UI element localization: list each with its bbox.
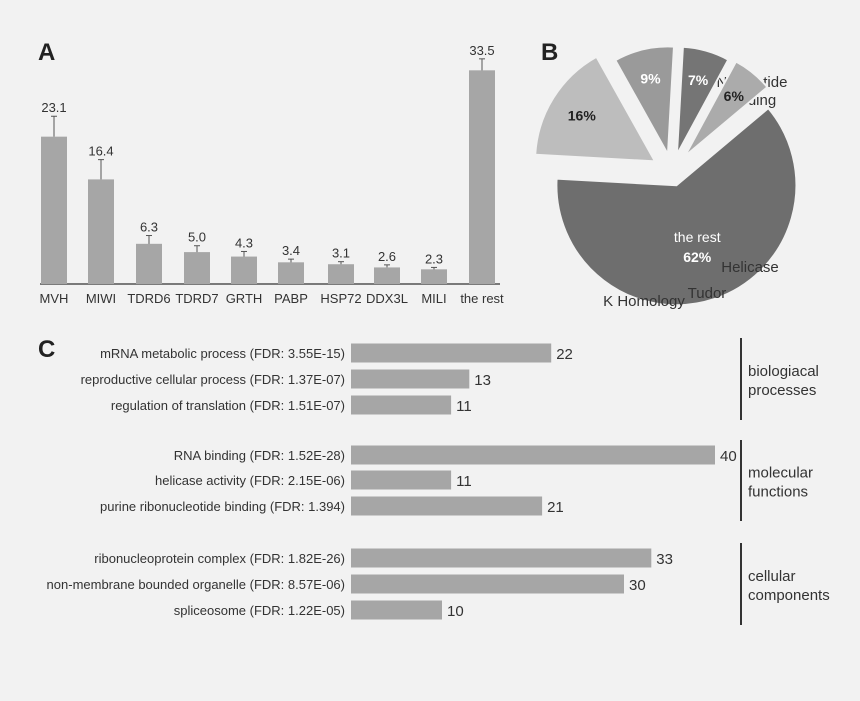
category-label-8: MILI bbox=[421, 291, 446, 306]
panel-label-a: A bbox=[38, 39, 55, 66]
bar-0 bbox=[41, 136, 67, 284]
group-label-0-line-1: processes bbox=[748, 382, 816, 399]
panel-label-b: B bbox=[541, 39, 558, 66]
hbar-label-2-0: ribonucleoprotein complex (FDR: 1.82E-26… bbox=[94, 551, 345, 566]
group-label-1-line-1: functions bbox=[748, 484, 808, 501]
value-label-0: 23.1 bbox=[41, 100, 66, 115]
value-label-6: 3.1 bbox=[332, 246, 350, 261]
pie-slice-2 bbox=[613, 45, 676, 158]
group-label-2-line-0: cellular bbox=[748, 568, 796, 585]
category-label-4: GRTH bbox=[226, 291, 263, 306]
hbar-value-0-2: 11 bbox=[456, 398, 472, 415]
value-label-4: 4.3 bbox=[235, 235, 253, 250]
hbar-2-2 bbox=[351, 600, 442, 620]
category-label-7: DDX3L bbox=[366, 291, 408, 306]
bar-7 bbox=[374, 267, 400, 284]
hbar-value-2-0: 33 bbox=[656, 551, 673, 568]
pie-slice-0 bbox=[555, 106, 798, 307]
bar-chart-c: mRNA metabolic process (FDR: 3.55E-15) 22… bbox=[47, 338, 830, 625]
hbar-label-2-1: non-membrane bounded organelle (FDR: 8.5… bbox=[47, 577, 345, 592]
bar-chart-a: 23.1 MVH 16.4 MIWI 6.3 TDRD6 5.0 TDRD7 4.3 GRTH 3.… bbox=[40, 43, 505, 306]
value-label-5: 3.4 bbox=[282, 243, 300, 258]
hbar-label-1-1: helicase activity (FDR: 2.15E-06) bbox=[155, 473, 345, 488]
pie-label-4: K Homology bbox=[603, 293, 685, 310]
hbar-value-1-2: 21 bbox=[547, 499, 564, 516]
pie-slice-1 bbox=[534, 55, 657, 163]
hbar-value-1-1: 11 bbox=[456, 473, 472, 490]
hbar-label-0-0: mRNA metabolic process (FDR: 3.55E-15) bbox=[100, 346, 345, 361]
pie-label-3: Tudor bbox=[688, 285, 727, 302]
pie-slice-3 bbox=[675, 45, 730, 156]
bar-5 bbox=[278, 262, 304, 284]
category-label-2: TDRD6 bbox=[127, 291, 170, 306]
category-label-1: MIWI bbox=[86, 291, 116, 306]
bar-8 bbox=[421, 269, 447, 284]
hbar-1-1 bbox=[351, 470, 452, 490]
hbar-label-1-2: purine ribonucleotide binding (FDR: 1.39… bbox=[100, 499, 345, 514]
hbar-value-2-1: 30 bbox=[629, 577, 646, 594]
pie-percent-1: 16% bbox=[568, 108, 597, 124]
bar-9 bbox=[469, 70, 495, 284]
value-label-9: 33.5 bbox=[469, 43, 494, 58]
hbar-label-2-2: spliceosome (FDR: 1.22E-05) bbox=[174, 603, 345, 618]
hbar-2-0 bbox=[351, 548, 652, 568]
pie-label-2: Helicase bbox=[721, 259, 779, 276]
category-label-5: PABP bbox=[274, 291, 308, 306]
bar-1 bbox=[88, 179, 114, 284]
bar-2 bbox=[136, 243, 162, 284]
hbar-1-2 bbox=[351, 496, 543, 516]
group-label-0-line-0: biologiacal bbox=[748, 363, 819, 380]
category-label-0: MVH bbox=[40, 291, 69, 306]
category-label-3: TDRD7 bbox=[175, 291, 218, 306]
pie-percent-4: 6% bbox=[724, 88, 745, 104]
bar-3 bbox=[184, 252, 210, 284]
value-label-7: 2.6 bbox=[378, 249, 396, 264]
pie-percent-0: 62% bbox=[683, 249, 712, 265]
hbar-value-0-1: 13 bbox=[474, 372, 491, 389]
hbar-value-2-2: 10 bbox=[447, 603, 464, 620]
hbar-label-0-1: reproductive cellular process (FDR: 1.37… bbox=[81, 372, 345, 387]
group-label-1-line-0: molecular bbox=[748, 465, 813, 482]
hbar-0-1 bbox=[351, 369, 470, 389]
value-label-2: 6.3 bbox=[140, 220, 158, 235]
pie-chart-b: the rest62%16%Nucleotidebinding9%Helicas… bbox=[534, 45, 798, 310]
hbar-0-0 bbox=[351, 343, 552, 363]
category-label-6: HSP72 bbox=[320, 291, 361, 306]
hbar-label-1-0: RNA binding (FDR: 1.52E-28) bbox=[174, 448, 345, 463]
value-label-3: 5.0 bbox=[188, 230, 206, 245]
bar-6 bbox=[328, 264, 354, 284]
value-label-1: 16.4 bbox=[88, 144, 113, 159]
group-label-2-line-1: components bbox=[748, 587, 830, 604]
hbar-label-0-2: regulation of translation (FDR: 1.51E-07… bbox=[111, 398, 345, 413]
hbar-0-2 bbox=[351, 395, 452, 415]
pie-label-0: the rest bbox=[674, 229, 721, 245]
value-label-8: 2.3 bbox=[425, 251, 443, 266]
pie-percent-3: 7% bbox=[688, 72, 709, 88]
pie-percent-2: 9% bbox=[640, 71, 661, 87]
hbar-1-0 bbox=[351, 445, 715, 465]
pie-slice-4 bbox=[683, 60, 769, 158]
hbar-value-1-0: 40 bbox=[720, 448, 737, 465]
panel-label-c: C bbox=[38, 336, 55, 363]
hbar-value-0-0: 22 bbox=[556, 346, 573, 363]
hbar-2-1 bbox=[351, 574, 624, 594]
category-label-9: the rest bbox=[460, 291, 504, 306]
bar-4 bbox=[231, 256, 257, 284]
